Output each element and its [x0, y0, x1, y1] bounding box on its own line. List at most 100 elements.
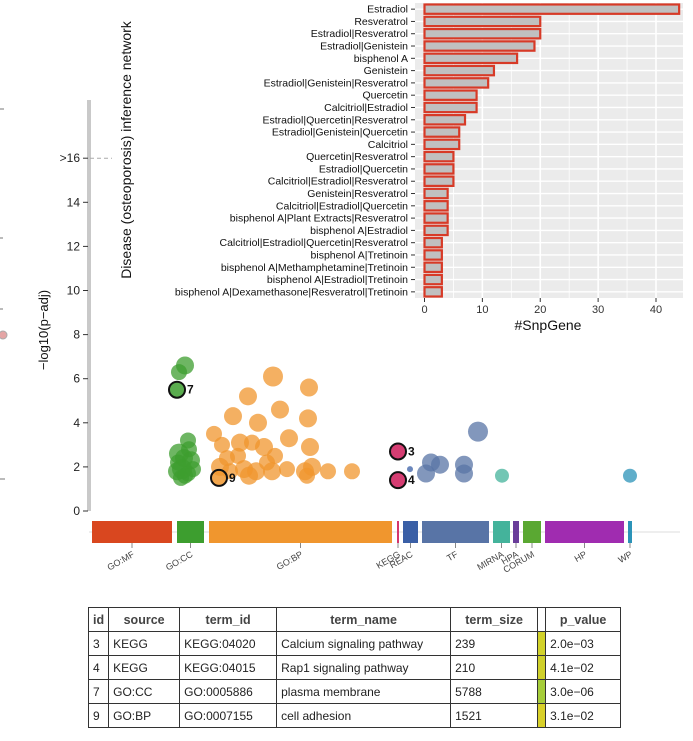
data-point	[455, 464, 473, 483]
header-term-size: term_size	[450, 607, 539, 632]
data-point	[170, 454, 186, 471]
highlighted-point-label: 4	[408, 473, 415, 487]
bar	[423, 236, 443, 249]
data-point	[417, 464, 435, 483]
source-label: GO:CC	[164, 549, 195, 573]
bar-category-label: Estradiol|Quercetin	[319, 163, 408, 175]
bar-chart-panel: EstradiolResveratrolEstradiol|Resveratro…	[175, 3, 686, 316]
y-tick-label: 12	[67, 239, 81, 253]
bar	[423, 261, 443, 274]
highlighted-point-label: 9	[229, 471, 236, 485]
bar	[423, 286, 443, 298]
bar	[423, 101, 478, 114]
bar	[423, 187, 449, 200]
cell-id: 3	[87, 631, 110, 656]
header-source: source	[108, 607, 181, 632]
bar-category-label: bisphenol A|Tretinoin	[311, 249, 409, 261]
bar-category-label: Quercetin	[362, 90, 408, 102]
bar	[423, 126, 461, 138]
data-point	[206, 425, 222, 442]
bar-category-label: bisphenol A|Dexamethasone|Resveratrol|Tr…	[175, 286, 408, 298]
data-point	[320, 463, 336, 480]
bar-category-label: Estradiol|Resveratrol	[311, 28, 408, 40]
cell-term-id: KEGG:04020	[179, 631, 278, 656]
highlighted-point	[389, 442, 407, 461]
source-label: GO:MF	[105, 549, 136, 573]
source-segment	[403, 521, 418, 543]
bar	[423, 175, 455, 188]
data-point	[623, 468, 637, 483]
bar-category-label: Calcitriol	[368, 139, 408, 151]
bar	[423, 15, 542, 28]
table-row: 9 GO:BP GO:0007155 cell adhesion 1521 3.…	[87, 703, 622, 728]
data-point	[240, 466, 258, 485]
bar-category-label: bisphenol A|Estradiol	[310, 225, 408, 237]
bar	[423, 163, 455, 175]
source-label: TF	[445, 549, 460, 563]
header-term-id: term_id	[179, 607, 278, 632]
data-point	[299, 409, 317, 428]
table-row: 4 KEGG KEGG:04015 Rap1 signaling pathway…	[87, 655, 622, 680]
bar-category-label: bisphenol A|Plant Extracts|Resveratrol	[230, 213, 408, 225]
source-segment	[397, 521, 399, 543]
data-point	[249, 413, 267, 432]
data-point	[279, 461, 295, 478]
bar-chart-y-axis-label: Disease (osteoporosis) inference network	[118, 20, 134, 279]
bar-category-label: Estradiol	[367, 4, 408, 16]
bar	[423, 150, 455, 163]
bar	[423, 3, 681, 15]
table-row: 7 GO:CC GO:0005886 plasma membrane 5788 …	[87, 679, 622, 704]
bar	[423, 27, 542, 40]
cell-p-value: 2.0e−03	[545, 631, 622, 656]
bar-chart-x-axis-label: #SnpGene	[515, 317, 582, 333]
cell-term-id: GO:0005886	[179, 679, 278, 704]
source-segment	[513, 521, 519, 543]
bar-category-label: Genistein	[364, 65, 409, 77]
data-point	[299, 467, 315, 484]
cell-p-value: 3.0e−06	[545, 679, 622, 704]
cell-term-name: plasma membrane	[276, 679, 452, 704]
data-point	[259, 454, 275, 471]
highlighted-point-label: 3	[408, 444, 415, 458]
bar	[423, 200, 449, 212]
cell-id: 4	[87, 655, 110, 680]
source-segment	[177, 521, 204, 543]
source-segment	[493, 521, 510, 543]
bar-category-label: Calcitriol|Estradiol	[324, 102, 408, 114]
bar-x-tick-label: 30	[592, 304, 604, 316]
bar-x-tick-label: 10	[476, 304, 488, 316]
y-tick-label: 2	[73, 460, 80, 474]
cell-p-value: 4.1e−02	[545, 655, 622, 680]
source-label: WP	[616, 549, 634, 565]
y-tick-label: >16	[60, 151, 81, 165]
data-point	[495, 468, 509, 483]
header-p-value: p_value	[545, 607, 622, 632]
bar	[423, 273, 443, 286]
bar-category-label: bisphenol A|Methamphetamine|Tretinoin	[221, 262, 408, 274]
bar-category-label: Calcitriol|Estradiol|Quercetin|Resveratr…	[220, 237, 409, 249]
cell-shade	[537, 703, 547, 728]
data-point	[468, 421, 488, 442]
highlighted-point-label: 7	[187, 383, 194, 397]
y-tick-label: 8	[73, 328, 80, 342]
bar-category-label: bisphenol A	[354, 53, 408, 65]
cell-shade	[537, 655, 547, 680]
manhattan-points: 3 4 7 9	[168, 356, 637, 490]
data-point	[301, 438, 319, 457]
bar-category-label: Estradiol|Genistein|Quercetin	[272, 127, 408, 139]
bar-category-label: Estradiol|Genistein	[320, 41, 408, 53]
data-point	[431, 455, 449, 474]
cell-p-value: 3.1e−02	[545, 703, 622, 728]
source-segment	[523, 521, 541, 543]
cell-id: 7	[87, 679, 110, 704]
y-tick-label: 6	[73, 372, 80, 386]
source-segment	[628, 521, 632, 543]
data-point	[177, 467, 193, 484]
bar-category-label: Estradiol|Genistein|Resveratrol	[264, 77, 408, 89]
bar-x-tick-label: 20	[534, 304, 546, 316]
highlighted-point	[168, 380, 186, 399]
source-label: HP	[573, 549, 589, 564]
cell-id: 9	[87, 703, 110, 728]
data-point	[231, 433, 249, 452]
bar	[423, 89, 478, 101]
